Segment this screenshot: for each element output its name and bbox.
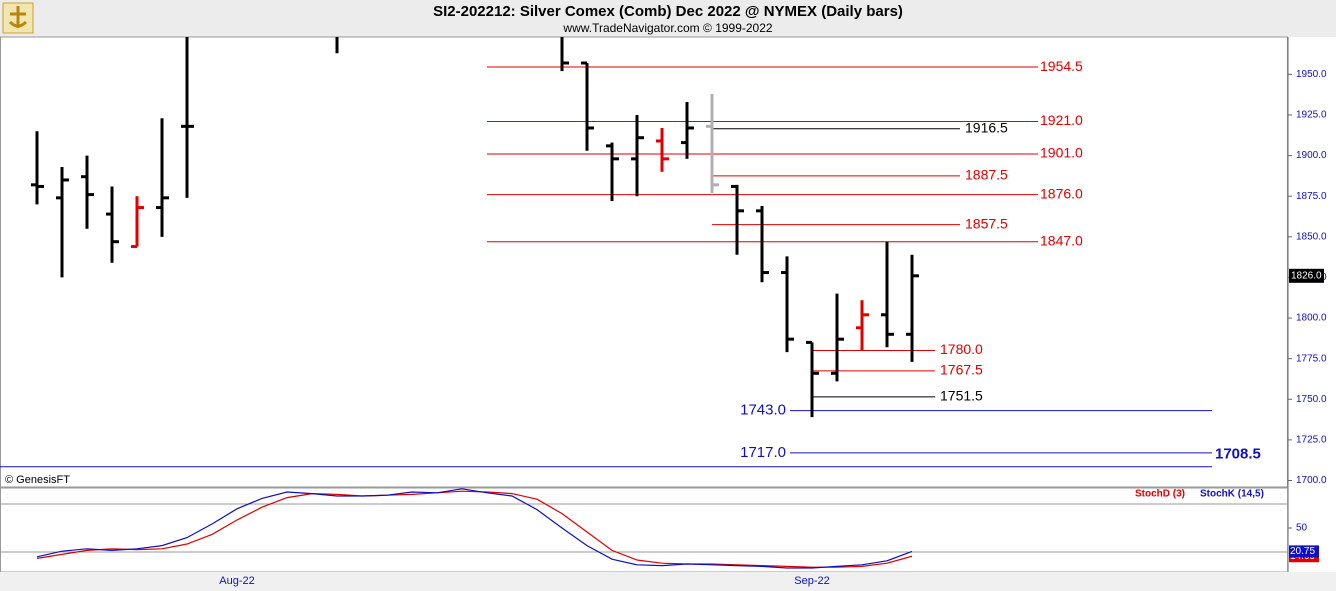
x-axis-bar: [0, 572, 1336, 591]
level-label: 1708.5: [1215, 446, 1261, 463]
level-label: 1780.0: [940, 341, 983, 357]
level-label: 1916.5: [965, 119, 1008, 135]
last-value-box: [1289, 545, 1319, 558]
x-tick-label: Aug-22: [219, 575, 254, 587]
stoch-line: [36, 488, 913, 569]
chart-subtitle: www.TradeNavigator.com © 1999-2022: [562, 21, 772, 35]
source-label: © GenesisFT: [5, 474, 70, 486]
level-label: 1857.5: [965, 215, 1008, 231]
x-tick-label: Sep-22: [794, 575, 829, 587]
level-label: 1717.0: [740, 444, 786, 461]
y-tick-label: 1800.0: [1296, 313, 1327, 324]
y-tick-label: 50: [1296, 523, 1308, 534]
last-price-label: 1826.0: [1291, 270, 1322, 281]
logo: [2, 2, 34, 34]
y-tick-label: 1850.0: [1296, 231, 1327, 242]
y-tick-label: 1875.0: [1296, 191, 1327, 202]
chart-title: SI2-202212: Silver Comex (Comb) Dec 2022…: [433, 3, 903, 20]
y-tick-label: 1925.0: [1296, 110, 1327, 121]
right-axis: [1288, 37, 1336, 591]
level-label: 1901.0: [1040, 145, 1083, 161]
level-label: 1767.5: [940, 362, 983, 378]
y-tick-label: 1725.0: [1296, 435, 1327, 446]
y-tick-label: 1700.0: [1296, 475, 1327, 486]
y-tick-label: 1900.0: [1296, 150, 1327, 161]
level-label: 1954.5: [1040, 58, 1083, 74]
legend-entry: StochK (14,5): [1200, 489, 1264, 500]
level-label: 1921.0: [1040, 112, 1083, 128]
level-label: 1751.5: [940, 388, 983, 404]
level-label: 1743.0: [740, 402, 786, 419]
stoch-line: [36, 490, 913, 568]
y-tick-label: 1950.0: [1296, 69, 1327, 80]
last-value-label: 20.75: [1290, 546, 1315, 557]
level-label: 1887.5: [965, 167, 1008, 183]
level-label: 1876.0: [1040, 185, 1083, 201]
last-price-box: [1289, 268, 1324, 283]
legend-entry: StochD (3): [1135, 489, 1185, 500]
plot-area: [0, 37, 1212, 468]
y-tick-label: 1750.0: [1296, 394, 1327, 405]
y-tick-label: 1775.0: [1296, 353, 1327, 364]
header-bar: [0, 0, 1336, 37]
level-label: 1847.0: [1040, 232, 1083, 248]
